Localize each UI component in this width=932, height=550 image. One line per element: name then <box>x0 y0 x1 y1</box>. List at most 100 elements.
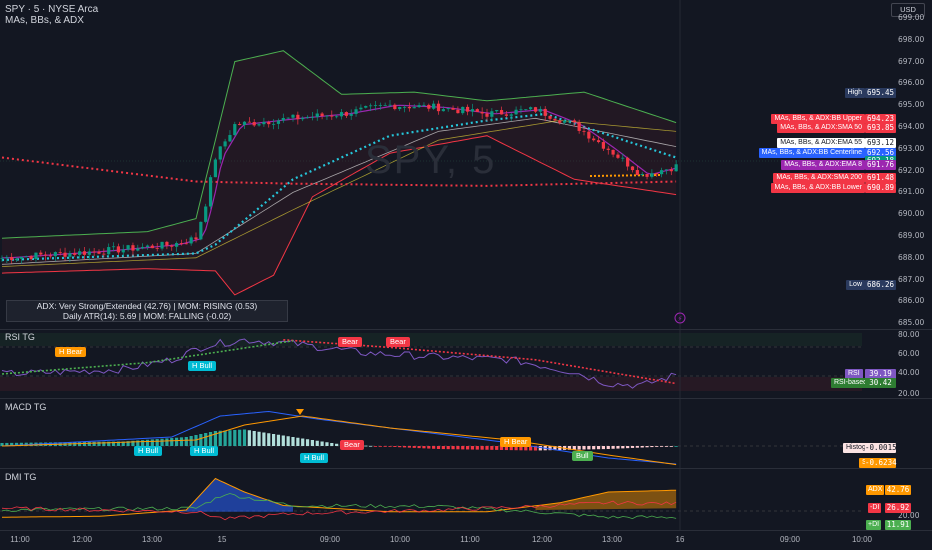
macd-hist-bar <box>179 437 184 446</box>
minus-di-line <box>1 500 677 521</box>
macd-hist-bar <box>572 446 576 450</box>
candle-body <box>650 173 654 177</box>
candle-body <box>543 108 547 116</box>
candle-body <box>563 120 567 123</box>
price-axis-label: 692.00 <box>898 165 925 175</box>
candle-body <box>407 106 411 109</box>
macd-hist-bar <box>330 443 334 446</box>
macd-hist-bar <box>626 446 630 449</box>
pane-separator-macd[interactable] <box>0 398 932 399</box>
macd-hist-bar <box>446 446 450 450</box>
candle-body <box>116 246 120 253</box>
macd-hist-bar <box>553 446 557 451</box>
candle-body <box>538 108 542 112</box>
candle-body <box>388 104 392 106</box>
candle-body <box>252 122 256 126</box>
macd-hist-bar <box>141 440 145 446</box>
candle-body <box>480 111 484 114</box>
candle-body <box>111 246 116 248</box>
macd-hist-bar <box>402 446 407 448</box>
candle-body <box>34 252 38 260</box>
macd-hist-bar <box>611 446 615 449</box>
candle-body <box>572 120 576 123</box>
macd-hist-bar <box>223 430 227 446</box>
candle-body <box>160 241 164 249</box>
time-label: 10:00 <box>851 535 873 544</box>
pane-separator-dmi[interactable] <box>0 468 932 469</box>
lightning-icon <box>674 312 686 324</box>
candle-body <box>461 106 465 114</box>
price-axis-label: 686.00 <box>898 296 925 306</box>
macd-hist-bar <box>456 446 460 450</box>
macd-hist-bar <box>664 446 669 447</box>
candle-body <box>339 112 344 117</box>
dmi-adx-tag-label: ADX <box>866 485 885 495</box>
rsi-line <box>1 338 677 389</box>
macd-hist-bar <box>504 446 508 451</box>
candle-body <box>213 159 217 178</box>
macd-hist-bar <box>131 440 135 446</box>
candle-body <box>155 248 159 249</box>
macd-hist-bar <box>184 437 188 446</box>
candle-body <box>655 173 659 175</box>
ema55-line <box>1 117 677 265</box>
candle-body <box>199 221 203 240</box>
macd-hist-bar <box>495 446 499 450</box>
macd-hist-bar <box>286 436 290 446</box>
candle-body <box>529 107 533 110</box>
candle-body <box>87 251 91 255</box>
rsi-signal-h-bull: H Bull <box>188 361 217 371</box>
rsi-signal-bear-2: Bear <box>386 337 410 347</box>
macd-hist-bar <box>301 438 305 446</box>
candle-body <box>514 109 518 115</box>
candle-body <box>301 117 305 120</box>
macd-signal-h-bull-1: H Bull <box>134 446 163 456</box>
price-tag-label: MAs, BBs, & ADX:BB Centerline <box>758 148 865 158</box>
price-axis-label: 697.00 <box>898 56 925 66</box>
price-tag-label: MAs, BBs, & ADX:BB Lower <box>771 183 865 193</box>
candles <box>0 99 678 264</box>
price-tag-value: 686.26 <box>865 280 896 290</box>
rsi-tag-label: RSI <box>845 369 863 379</box>
candle-body <box>664 169 669 171</box>
candle-body <box>145 245 150 247</box>
macd-hist-bar <box>567 446 572 450</box>
candle-body <box>194 237 198 240</box>
candle-body <box>238 124 242 126</box>
candle-body <box>606 148 610 150</box>
macd-signal-line <box>1 415 677 466</box>
currency-button[interactable]: USD <box>891 3 925 17</box>
macd-hist-bar <box>383 446 387 447</box>
time-label: 10:00 <box>389 535 411 544</box>
candle-body <box>82 251 87 255</box>
rsi-axis-60: 60.00 <box>898 349 920 358</box>
macd-signal-h-bull-3: H Bull <box>300 453 329 463</box>
candle-body <box>354 109 358 114</box>
candle-body <box>669 169 673 172</box>
candle-body <box>78 251 82 255</box>
candle-body <box>398 106 402 110</box>
macd-hist-bar <box>102 441 106 446</box>
adx-info-line2: Daily ATR(14): 5.69 | MOM: FALLING (-0.0… <box>62 311 232 321</box>
time-label: 11:00 <box>460 535 480 544</box>
macd-hist-bar <box>514 446 518 451</box>
macd-hist-bar <box>475 446 479 450</box>
macd-hist-bar <box>412 446 416 448</box>
time-label: 09:00 <box>319 535 341 544</box>
candle-body <box>495 110 499 112</box>
ema8-line <box>2 104 677 259</box>
candle-body <box>204 206 208 222</box>
candle-body <box>519 109 523 111</box>
dmi-axis-20: 20.00 <box>898 511 920 520</box>
macd-hist-bar <box>499 446 504 450</box>
macd-hist-bar <box>160 438 164 446</box>
pane-separator-rsi[interactable] <box>0 329 932 330</box>
candle-body <box>131 245 135 251</box>
macd-hist-bar <box>655 446 659 447</box>
macd-hist-tag-label: Histogram <box>843 443 881 453</box>
time-label: 09:00 <box>779 535 801 544</box>
macd-hist-bar <box>596 446 601 450</box>
macd-hist-bar <box>427 446 431 449</box>
adx-info-box: ADX: Very Strong/Extended (42.76) | MOM:… <box>6 300 288 322</box>
